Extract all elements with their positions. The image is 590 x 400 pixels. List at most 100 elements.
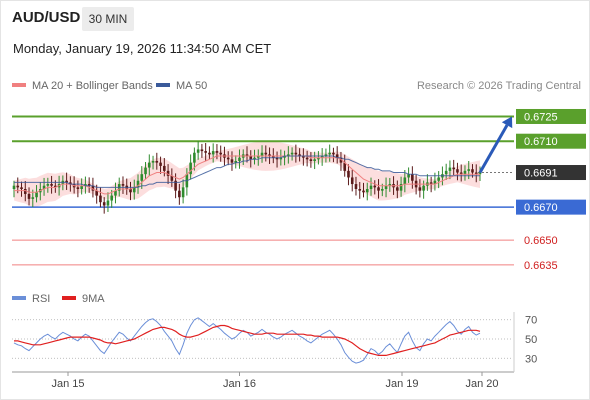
legend-ma50: MA 50: [156, 80, 207, 92]
legend-rsi-label: RSI: [32, 293, 51, 305]
candle-body: [12, 185, 16, 189]
candle-body: [433, 180, 437, 185]
candle-body: [102, 202, 106, 206]
level-label-2: 0.6691: [524, 168, 558, 180]
legend-bollinger: MA 20 + Bollinger Bands: [12, 80, 153, 92]
candle-body: [76, 187, 80, 189]
candle-body: [399, 184, 403, 191]
candle-body: [294, 152, 298, 155]
legend-9ma-label: 9MA: [82, 293, 105, 305]
level-label-box-2: [516, 165, 586, 181]
candle-body: [174, 180, 177, 191]
rsi-ma9-line: [14, 324, 481, 356]
candle-body: [170, 175, 174, 181]
candle-body: [196, 149, 200, 153]
candle-body: [136, 180, 140, 188]
rsi-level-label-0: 70: [525, 315, 537, 327]
candle-body: [23, 189, 27, 194]
rsi-level-label-1: 50: [525, 334, 537, 346]
candle-body: [54, 185, 57, 188]
candle-body: [275, 157, 279, 160]
candle-body: [230, 159, 234, 163]
legend-bollinger-label: MA 20 + Bollinger Bands: [32, 80, 153, 92]
candle-body: [335, 154, 339, 158]
candle-body: [328, 152, 331, 155]
candle-body: [155, 160, 159, 163]
candle-body: [305, 157, 309, 160]
candle-body: [204, 151, 207, 153]
ma9-swatch-icon: [62, 296, 76, 301]
x-tick-label-0: Jan 15: [51, 378, 84, 390]
candle-body: [358, 189, 362, 191]
candle-body: [42, 185, 46, 189]
candle-body: [429, 182, 433, 185]
candle-body: [384, 185, 388, 189]
candle-body: [129, 189, 132, 193]
candle-body: [226, 157, 230, 160]
candle-body: [189, 162, 192, 175]
candle-body: [463, 170, 467, 175]
research-credit: Research © 2026 Trading Central: [416, 80, 581, 92]
candle-body: [437, 177, 440, 181]
candle-body: [279, 157, 283, 160]
candle-body: [234, 160, 238, 163]
candle-body: [350, 177, 354, 185]
candle-body: [459, 172, 463, 175]
timestamp: Monday, January 19, 2026 11:34:50 AM CET: [13, 41, 272, 56]
candle-body: [320, 156, 324, 158]
ma50-line: [14, 155, 480, 188]
candle-body: [365, 189, 369, 193]
candle-body: [219, 152, 222, 155]
candle-body: [396, 187, 399, 191]
candle-body: [95, 190, 98, 196]
legend-rsi: RSI: [12, 293, 50, 305]
candle-body: [380, 189, 384, 191]
candle-body: [211, 151, 215, 155]
candle-body: [46, 184, 50, 186]
candle-body: [298, 154, 301, 157]
candle-body: [166, 170, 170, 176]
ma20-line: [14, 155, 480, 195]
timeframe-badge[interactable]: 30 MIN: [82, 7, 134, 31]
candle-body: [373, 185, 377, 188]
candle-body: [377, 187, 380, 191]
candle-body: [343, 162, 347, 171]
candle-body: [91, 185, 95, 191]
candle-body: [178, 190, 181, 198]
level-label-0: 0.6725: [524, 111, 558, 123]
candle-body: [260, 152, 264, 157]
level-label-5: 0.6635: [524, 260, 558, 272]
candle-body: [369, 185, 373, 189]
candle-body: [20, 187, 23, 189]
candle-body: [106, 200, 110, 206]
candle-body: [418, 187, 422, 191]
candle-body: [422, 185, 425, 191]
candle-body: [245, 154, 249, 157]
candle-body: [444, 170, 448, 175]
candle-body: [362, 190, 365, 193]
level-label-1: 0.6710: [524, 136, 558, 148]
candle-body: [16, 185, 20, 188]
candle-body: [181, 187, 185, 198]
candle-body: [208, 152, 211, 155]
candle-body: [35, 192, 38, 198]
candle-body: [290, 152, 294, 155]
candle-body: [354, 184, 358, 189]
candle-body: [132, 187, 136, 193]
candle-body: [287, 154, 290, 157]
level-label-4: 0.6650: [524, 235, 558, 247]
candle-body: [407, 174, 410, 178]
candle-body: [302, 156, 305, 158]
candle-body: [313, 159, 316, 161]
candle-body: [249, 156, 253, 160]
candle-body: [264, 152, 268, 155]
candle-body: [268, 154, 271, 157]
level-label-3: 0.6670: [524, 202, 558, 214]
candle-body: [474, 172, 478, 175]
candle-body: [215, 151, 219, 153]
candle-body: [478, 172, 482, 175]
candle-body: [456, 169, 459, 173]
candle-body: [87, 184, 91, 186]
level-label-box-0: [516, 108, 586, 124]
